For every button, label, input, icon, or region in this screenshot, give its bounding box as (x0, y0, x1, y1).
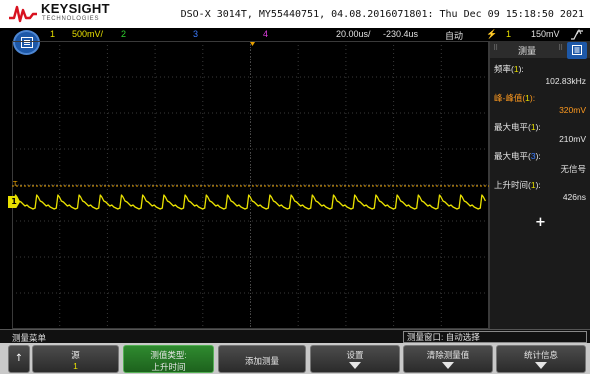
drag-handle-icon[interactable]: ⠿ (493, 44, 499, 52)
measurement-label-max-level-ch1: 最大电平(1): (494, 122, 541, 132)
statistics-label: 统计信息 (523, 350, 558, 360)
trigger-mode[interactable]: 自动 (445, 31, 464, 41)
measurement-label-frequency: 频率(1): (494, 64, 524, 74)
submenu-arrow-icon (535, 362, 547, 369)
measurement-label-peak-to-peak: 峰-峰值(1): (494, 93, 536, 103)
brand-subtitle: TECHNOLOGIES (42, 16, 100, 22)
brand-name: KEYSIGHT (41, 1, 110, 16)
main-menu-button[interactable] (13, 30, 40, 55)
ch1-number[interactable]: 1 (50, 29, 56, 39)
trigger-position-marker (250, 42, 255, 46)
source-softkey[interactable]: 源 1 (32, 345, 119, 373)
waveform-graticule[interactable] (12, 41, 489, 329)
ch1-ground-marker[interactable]: 1 (8, 196, 20, 208)
measurement-type-label: 测值类型: (150, 350, 187, 360)
graticule-border (12, 41, 489, 329)
clear-measurements-label: 清除测量值 (426, 350, 470, 360)
measurements-panel-header: ⠿ 测量 ⠿ (490, 41, 590, 59)
status-row: 测量菜单 测量窗口: 自动选择 (0, 329, 590, 343)
ch1-waveform (13, 194, 486, 210)
statistics-softkey[interactable]: 统计信息 (496, 345, 586, 373)
source-value: 1 (73, 361, 78, 371)
menu-list-icon (21, 37, 33, 48)
keysight-logo-icon (9, 5, 37, 23)
plus-icon[interactable]: + (535, 215, 546, 230)
clear-measurements-softkey[interactable]: 清除测量值 (403, 345, 493, 373)
trigger-slope-icon (571, 29, 583, 40)
submenu-arrow-icon (349, 362, 361, 369)
time-scale[interactable]: 20.00us/ (336, 29, 371, 39)
list-icon (572, 45, 582, 55)
measurement-value-max-level-ch3: 无信号 (560, 164, 586, 174)
source-label: 源 (71, 350, 80, 360)
time-delay[interactable]: -230.4us (383, 29, 419, 39)
settings-softkey[interactable]: 设置 (310, 345, 400, 373)
ch1-scale[interactable]: 500mV/ (72, 29, 104, 39)
instrument-info: DSO-X 3014T, MY55440751, 04.08.201607180… (180, 9, 584, 20)
back-softkey[interactable]: ↑ (8, 345, 30, 373)
add-measurement-softkey[interactable]: 添加测量 (218, 345, 306, 373)
drag-handle-icon-2[interactable]: ⠿ (558, 44, 564, 52)
freq-ch-num: 1 (513, 64, 519, 74)
measurement-value-peak-to-peak: 320mV (559, 105, 586, 115)
trigger-level[interactable]: 150mV (531, 29, 560, 39)
measurement-window-status: 测量窗口: 自动选择 (403, 331, 587, 343)
measurement-type-value: 上升时间 (151, 362, 186, 372)
ch2-number[interactable]: 2 (121, 29, 127, 39)
trigger-level-marker: T (13, 180, 18, 188)
menu-title: 测量菜单 (12, 333, 47, 343)
up-arrow-icon: ↑ (14, 353, 24, 364)
measurement-value-max-level-ch1: 210mV (559, 134, 586, 144)
measurement-value-rise-time: 426ns (562, 192, 586, 202)
measurement-type-softkey[interactable]: 测值类型: 上升时间 (123, 345, 214, 373)
panel-menu-button[interactable] (567, 42, 587, 59)
channel-bar: 1 500mV/ 2 3 4 20.00us/ -230.4us 自动 ⚡ 1 … (0, 28, 590, 41)
measurement-label-max-level-ch3: 最大电平(3): (494, 151, 541, 161)
measurements-panel-title: 测量 (517, 46, 536, 56)
measurement-value-frequency: 102.83kHz (545, 76, 586, 86)
freq-label-text: 频率( (494, 64, 514, 74)
measurement-label-rise-time: 上升时间(1): (494, 180, 541, 190)
trigger-edge-icon: ⚡ (486, 29, 498, 39)
ch4-number[interactable]: 4 (263, 29, 269, 39)
trigger-channel[interactable]: 1 (506, 29, 512, 39)
softkey-bar: ↑ 源 1 测值类型: 上升时间 添加测量 设置 清除测量值 统计信息 (0, 343, 590, 374)
ch3-number[interactable]: 3 (193, 29, 199, 39)
measurements-panel: ⠿ 测量 ⠿ 频率(1): 102.83kHz 峰-峰值(1): 320mV 最… (489, 41, 590, 329)
add-measurement-label: 添加测量 (244, 356, 279, 366)
instrument-header: KEYSIGHT TECHNOLOGIES DSO-X 3014T, MY554… (0, 0, 590, 28)
submenu-arrow-icon (442, 362, 454, 369)
settings-label: 设置 (346, 350, 364, 360)
